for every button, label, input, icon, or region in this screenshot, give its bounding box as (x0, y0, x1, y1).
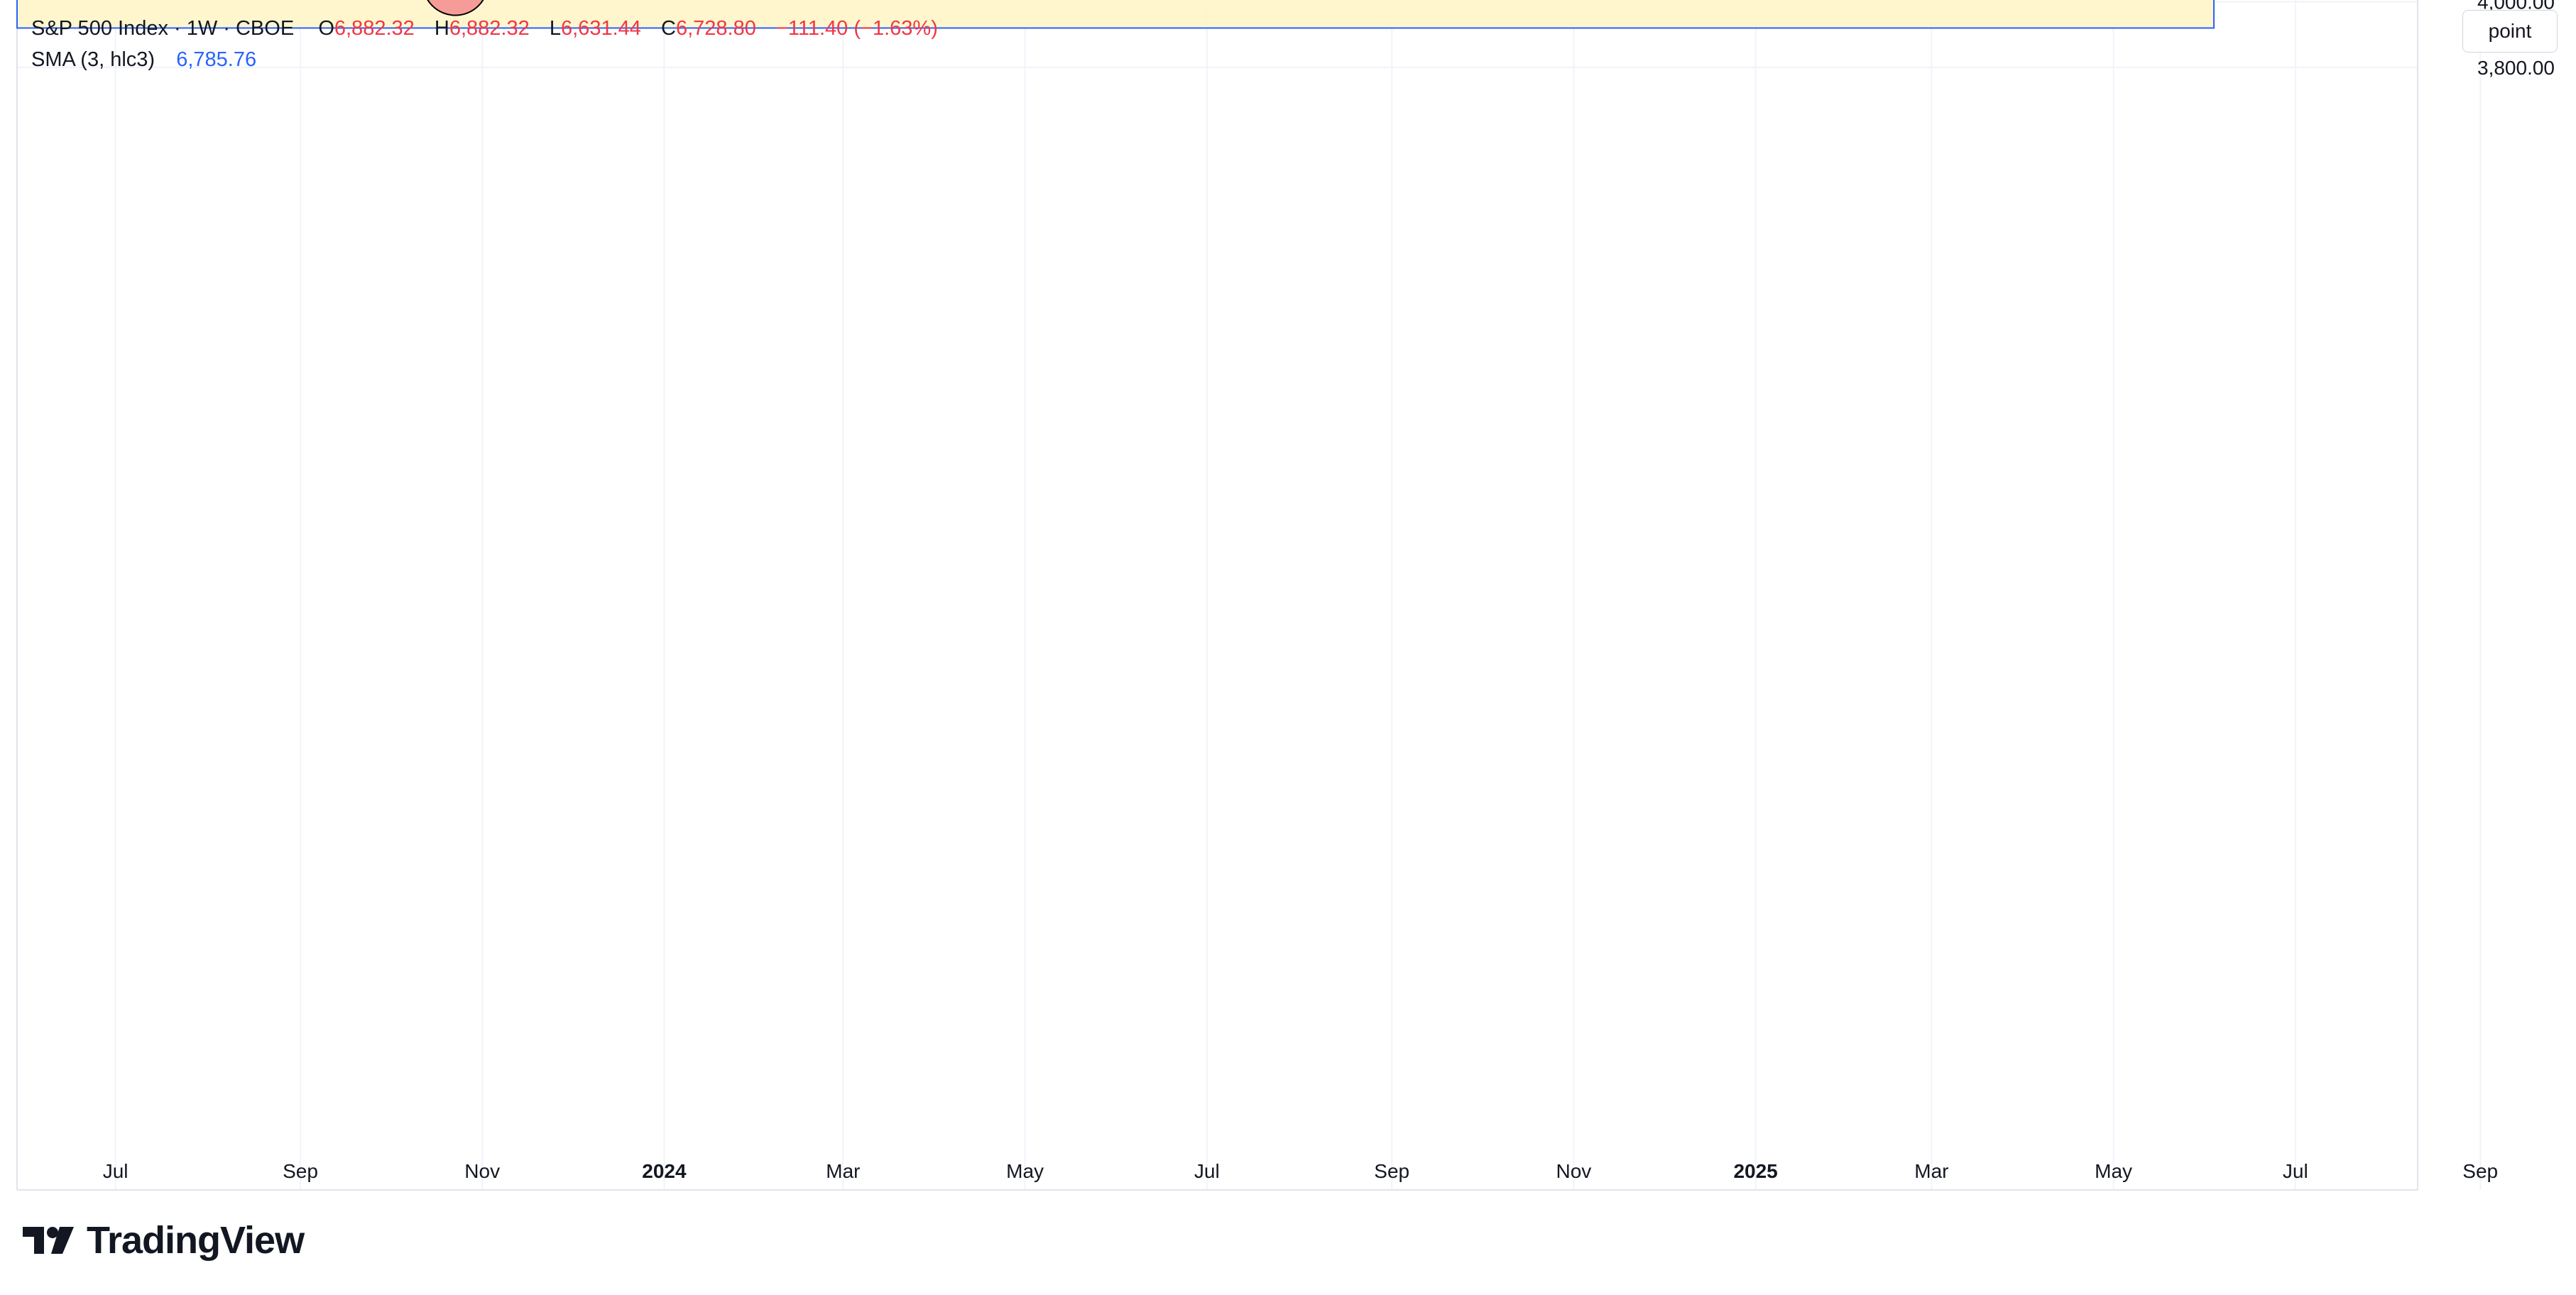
tradingview-logo-icon (23, 1227, 74, 1254)
indicator-value: 6,785.76 (176, 48, 257, 71)
time-axis[interactable]: Jul Sep Nov 2024 Mar May Jul Sep Nov 2025 Mar May Ju… (103, 1160, 2576, 1182)
time-tick-label: May (2095, 1160, 2132, 1182)
zone-box (16, 0, 2215, 29)
time-tick-label: May (1006, 1160, 1044, 1182)
brand-logo[interactable]: TradingView (20, 1218, 305, 1262)
price-axis[interactable]: 3,800.004,000.004,200.004,400.004,600.00… (2453, 0, 2558, 79)
price-tick-label: 4,000.00 (2477, 0, 2555, 13)
grid (16, 0, 2482, 1191)
time-tick-label: Sep (1374, 1160, 1409, 1182)
open-value: 6,882.32 (334, 17, 415, 40)
price-tick-label: 3,800.00 (2477, 57, 2555, 79)
high-label: H (434, 17, 449, 40)
legend-row-indicator: SMA (3, hlc3) 6,785.76 (31, 44, 938, 75)
time-tick-label: 2024 (642, 1160, 687, 1182)
time-tick-label: Sep (2462, 1160, 2498, 1182)
time-tick-label: Sep (283, 1160, 318, 1182)
open-label: O (318, 17, 334, 40)
symbol-title[interactable]: S&P 500 Index · 1W · CBOE (31, 17, 295, 40)
time-tick-label: Jul (2283, 1160, 2308, 1182)
scale-mode-button[interactable]: point (2462, 10, 2558, 53)
time-tick-label: 2025 (1733, 1160, 1777, 1182)
time-tick-label: Nov (464, 1160, 500, 1182)
brand-name: TradingView (87, 1219, 305, 1262)
change-value: −111.40 (−1.63%) (775, 17, 938, 40)
low-value: 6,631.44 (561, 17, 641, 40)
time-tick-label: Mar (1914, 1160, 1948, 1182)
time-tick-label: Mar (826, 1160, 860, 1182)
demand-zones (16, 0, 2215, 29)
time-tick-label: Jul (103, 1160, 129, 1182)
indicator-name[interactable]: SMA (3, hlc3) (31, 48, 155, 71)
close-value: 6,728.80 (675, 17, 756, 40)
swing-low-marker (427, 0, 484, 16)
chart-legend: S&P 500 Index · 1W · CBOE O6,882.32 H6,8… (31, 13, 938, 75)
high-value: 6,882.32 (449, 17, 530, 40)
low-label: L (549, 17, 561, 40)
close-label: C (661, 17, 676, 40)
time-tick-label: Jul (1194, 1160, 1220, 1182)
swing-markers (427, 0, 484, 16)
legend-row-main: S&P 500 Index · 1W · CBOE O6,882.32 H6,8… (31, 13, 938, 44)
time-tick-label: Nov (1556, 1160, 1592, 1182)
